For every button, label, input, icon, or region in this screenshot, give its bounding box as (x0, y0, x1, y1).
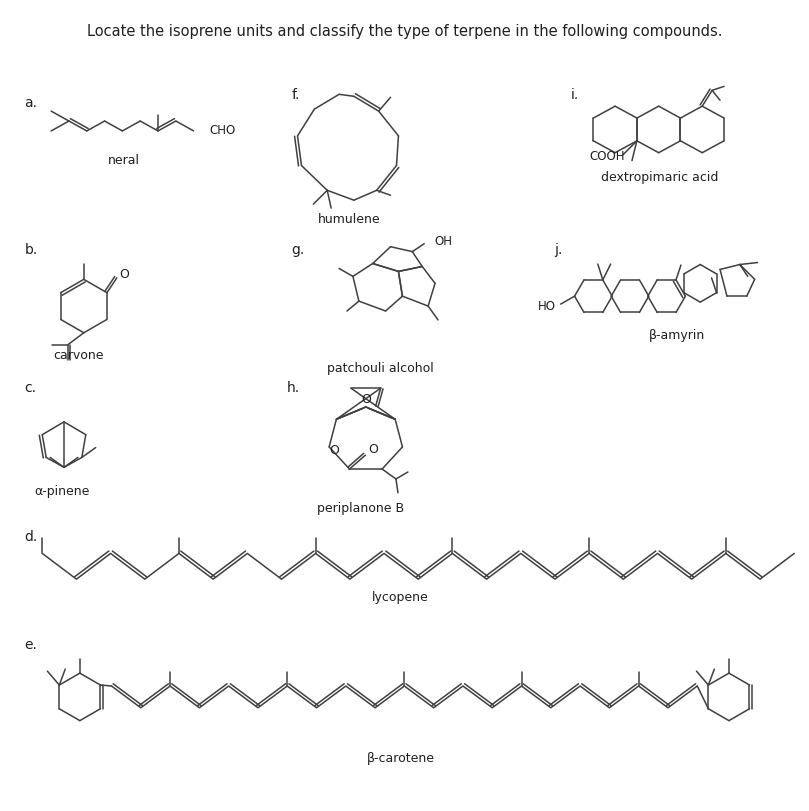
Text: COOH: COOH (590, 150, 625, 163)
Text: patchouli alcohol: patchouli alcohol (328, 362, 434, 375)
Text: carvone: carvone (53, 349, 104, 362)
Text: O: O (368, 443, 378, 456)
Text: β-amyrin: β-amyrin (650, 329, 705, 342)
Text: CHO: CHO (210, 124, 235, 137)
Text: h.: h. (286, 381, 300, 395)
Text: O: O (361, 393, 371, 406)
Text: d.: d. (24, 530, 38, 543)
Text: O: O (119, 268, 129, 281)
Text: Locate the isoprene units and classify the type of terpene in the following comp: Locate the isoprene units and classify t… (87, 24, 722, 40)
Text: humulene: humulene (318, 213, 380, 226)
Text: f.: f. (291, 88, 300, 102)
Text: neral: neral (108, 154, 139, 167)
Text: dextropimaric acid: dextropimaric acid (601, 171, 718, 184)
Text: OH: OH (434, 235, 452, 248)
Text: a.: a. (24, 97, 37, 110)
Text: g.: g. (291, 242, 305, 256)
Text: b.: b. (24, 242, 38, 256)
Text: HO: HO (538, 299, 556, 312)
Text: j.: j. (554, 242, 562, 256)
Text: O: O (329, 444, 339, 457)
Text: β-carotene: β-carotene (366, 752, 434, 765)
Text: periplanone B: periplanone B (317, 502, 404, 516)
Text: i.: i. (570, 88, 579, 102)
Text: c.: c. (24, 381, 36, 395)
Text: lycopene: lycopene (372, 591, 429, 604)
Text: α-pinene: α-pinene (34, 485, 90, 498)
Text: e.: e. (24, 638, 37, 652)
